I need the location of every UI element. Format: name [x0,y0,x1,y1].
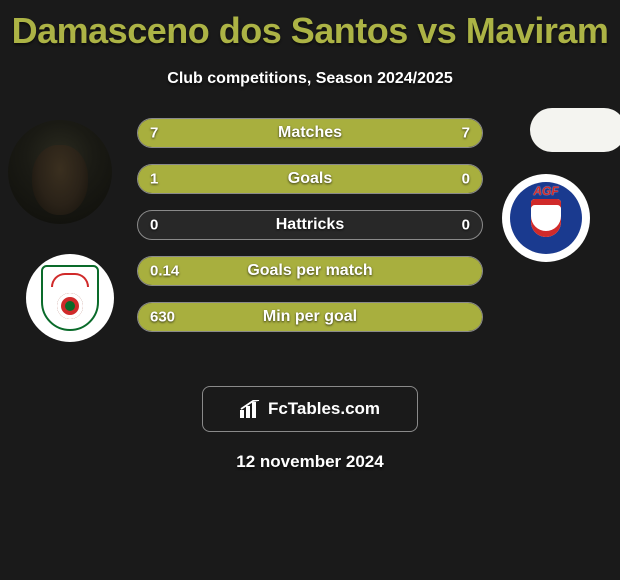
stat-left-value: 0.14 [150,263,179,280]
branding-box[interactable]: FcTables.com [202,386,418,432]
player1-avatar [8,120,112,224]
player2-club-badge: AGF [502,174,590,262]
bar-chart-icon [240,400,262,418]
stat-label: Goals per match [247,262,372,280]
player2-avatar [530,108,620,152]
stat-label: Hattricks [276,216,344,234]
subtitle: Club competitions, Season 2024/2025 [0,70,620,88]
date-text: 12 november 2024 [0,452,620,472]
player1-face-icon [32,145,88,215]
stat-row-goals-per-match: 0.14 Goals per match [137,256,483,286]
stat-right-value: 7 [462,125,470,142]
stat-row-hattricks: 0 Hattricks 0 [137,210,483,240]
stat-rows: 7 Matches 7 1 Goals 0 0 Hattricks 0 0.14… [137,118,483,332]
stat-label: Matches [278,124,342,142]
stat-right-value: 0 [462,171,470,188]
club-crest-icon [41,265,99,331]
page-title: Damasceno dos Santos vs Maviram [0,0,620,52]
stat-label: Goals [288,170,332,188]
stat-left-value: 1 [150,171,158,188]
brand-text: FcTables.com [268,399,380,419]
stat-label: Min per goal [263,308,357,326]
stat-right-value: 0 [462,217,470,234]
stat-left-value: 7 [150,125,158,142]
stat-row-matches: 7 Matches 7 [137,118,483,148]
club-crest-icon: AGF [510,182,582,254]
player1-club-badge [26,254,114,342]
stat-row-goals: 1 Goals 0 [137,164,483,194]
stats-area: AGF 7 Matches 7 1 Goals 0 0 Hattricks 0 … [0,118,620,378]
stat-left-value: 630 [150,309,175,326]
stat-row-min-per-goal: 630 Min per goal [137,302,483,332]
stat-left-value: 0 [150,217,158,234]
